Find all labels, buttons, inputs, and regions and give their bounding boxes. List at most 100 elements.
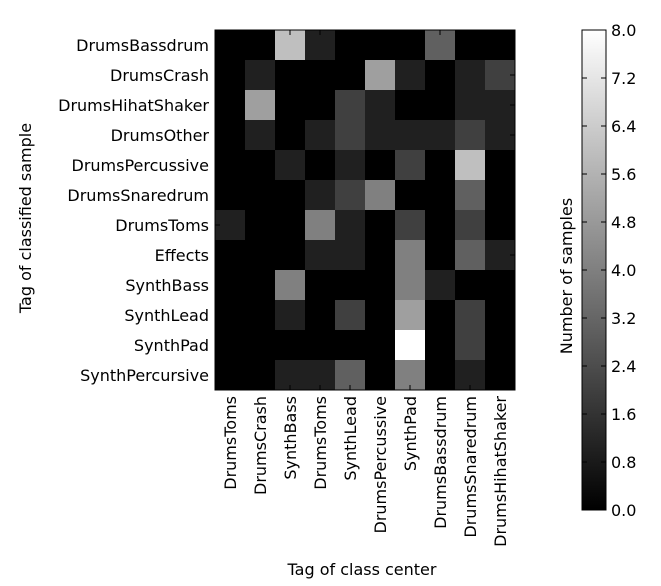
heatmap-cell [215, 150, 246, 181]
plot-frame [214, 29, 516, 391]
heatmap-cell [245, 30, 276, 61]
x-tick-label: DrumsToms [311, 396, 330, 490]
heatmap-cell [335, 330, 366, 361]
heatmap-cell [395, 180, 426, 211]
heatmap-cell [425, 150, 456, 181]
colorbar-title: Number of samples [557, 198, 576, 354]
heatmap-cell [335, 240, 366, 271]
colorbar-tick-label: 5.6 [611, 165, 636, 184]
x-axis-title: Tag of class center [287, 560, 437, 579]
y-tick-label: DrumsToms [115, 216, 209, 235]
heatmap-cell [365, 150, 396, 181]
heatmap-cell [335, 30, 366, 61]
heatmap-cell [275, 330, 306, 361]
y-tick-label: DrumsOther [111, 126, 210, 145]
heatmap-cell [395, 300, 426, 331]
x-tick-label: DrumsSnaredrum [461, 396, 480, 538]
heatmap-cell [275, 270, 306, 301]
heatmap-cell [215, 300, 246, 331]
y-tick-label: SynthBass [125, 276, 209, 295]
heatmap-cell [305, 120, 336, 151]
heatmap-cell [425, 30, 456, 61]
heatmap-cell [215, 180, 246, 211]
x-tick-label: DrumsBassdrum [431, 396, 450, 529]
heatmap-cell [215, 120, 246, 151]
heatmap-cell [335, 300, 366, 331]
heatmap-cell [305, 30, 336, 61]
y-tick-label: SynthPercursive [80, 366, 209, 385]
heatmap-cell [455, 120, 486, 151]
heatmap-cell [305, 240, 336, 271]
colorbar-tick-label: 1.6 [611, 405, 636, 424]
heatmap-cells [215, 30, 516, 391]
heatmap-cell [455, 60, 486, 91]
heatmap-cell [215, 270, 246, 301]
colorbar-tick-label: 0.0 [611, 501, 636, 520]
heatmap-cell [455, 150, 486, 181]
heatmap-cell [305, 90, 336, 121]
y-tick-label: DrumsCrash [110, 66, 209, 85]
heatmap-cell [275, 150, 306, 181]
heatmap-cell [395, 240, 426, 271]
heatmap-cell [365, 240, 396, 271]
heatmap-cell [215, 210, 246, 241]
heatmap-cell [335, 90, 366, 121]
y-tick-label: DrumsPercussive [72, 156, 209, 175]
y-tick-label: DrumsSnaredrum [67, 186, 209, 205]
colorbar-tick-label: 8.0 [611, 21, 636, 40]
heatmap-cell [365, 210, 396, 241]
heatmap-cell [245, 270, 276, 301]
heatmap-cell [365, 180, 396, 211]
heatmap-cell [335, 150, 366, 181]
heatmap-cell [245, 60, 276, 91]
heatmap-cell [275, 210, 306, 241]
colorbar-tick-label: 2.4 [611, 357, 636, 376]
heatmap-cell [365, 120, 396, 151]
heatmap-cell [245, 120, 276, 151]
heatmap-cell [455, 180, 486, 211]
x-axis-ticks: DrumsToms DrumsCrash SynthBass DrumsToms Syn… [221, 30, 510, 547]
heatmap-cell [425, 210, 456, 241]
y-tick-label: SynthLead [124, 306, 209, 325]
heatmap-cell [245, 330, 276, 361]
heatmap-cell [275, 240, 306, 271]
colorbar-tick-label: 4.8 [611, 213, 636, 232]
heatmap-cell [455, 210, 486, 241]
heatmap-cell [245, 180, 276, 211]
colorbar-tick-label: 7.2 [611, 69, 636, 88]
heatmap-cell [275, 180, 306, 211]
heatmap-cell [365, 60, 396, 91]
heatmap-cell [275, 120, 306, 151]
heatmap-cell [365, 30, 396, 61]
heatmap-cell [395, 270, 426, 301]
y-axis-ticks: DrumsBassdrum DrumsCrash DrumsHihatShaker D… [58, 36, 515, 385]
heatmap-cell [275, 60, 306, 91]
heatmap-cell [335, 180, 366, 211]
colorbar-tick-label: 6.4 [611, 117, 636, 136]
heatmap-cell [305, 270, 336, 301]
heatmap-cell [365, 300, 396, 331]
colorbar-tick-label: 4.0 [611, 261, 636, 280]
heatmap-cell [215, 60, 246, 91]
heatmap-cell [455, 330, 486, 361]
heatmap-cell [455, 30, 486, 61]
heatmap-cell [395, 330, 426, 361]
heatmap-cell [245, 300, 276, 331]
heatmap-cell [395, 120, 426, 151]
heatmap-cell [365, 90, 396, 121]
heatmap-cell [395, 60, 426, 91]
heatmap-cell [395, 150, 426, 181]
heatmap-cell [425, 90, 456, 121]
heatmap-cell [245, 210, 276, 241]
heatmap-cell [335, 60, 366, 91]
heatmap-cell [275, 300, 306, 331]
heatmap-cell [425, 270, 456, 301]
y-tick-label: DrumsBassdrum [76, 36, 209, 55]
colorbar-tick-label: 3.2 [611, 309, 636, 328]
heatmap-cell [455, 270, 486, 301]
y-tick-label: Effects [155, 246, 209, 265]
heatmap-cell [245, 240, 276, 271]
heatmap-cell [425, 300, 456, 331]
heatmap-cell [305, 60, 336, 91]
